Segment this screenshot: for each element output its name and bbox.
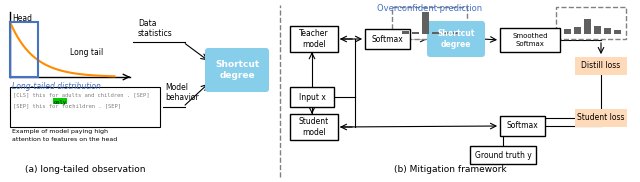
Bar — [10, 22, 38, 77]
Text: (a) long-tailed observation: (a) long-tailed observation — [25, 165, 145, 174]
Bar — [584, 19, 591, 34]
Text: (b) Mitigation framework: (b) Mitigation framework — [394, 165, 506, 174]
Text: Softmax: Softmax — [372, 35, 403, 43]
Text: Input x: Input x — [299, 92, 325, 102]
Text: [CLS] this for adults and children . [SEP]: [CLS] this for adults and children . [SE… — [13, 92, 150, 97]
FancyBboxPatch shape — [205, 48, 269, 92]
Bar — [564, 29, 571, 34]
Bar — [402, 31, 409, 34]
Text: attention to features on the head: attention to features on the head — [12, 137, 117, 142]
Bar — [442, 32, 449, 34]
Text: Long-tailed distribution: Long-tailed distribution — [12, 82, 101, 91]
Bar — [290, 87, 334, 107]
Text: Data
statistics: Data statistics — [138, 19, 173, 38]
Bar — [53, 98, 67, 104]
Text: Teacher
model: Teacher model — [299, 29, 329, 49]
Bar — [556, 7, 626, 39]
Bar — [574, 27, 581, 34]
Text: Ground truth y: Ground truth y — [475, 151, 531, 159]
Bar — [290, 114, 338, 140]
Text: children . [SEP]: children . [SEP] — [69, 103, 121, 108]
Bar — [594, 26, 601, 34]
FancyBboxPatch shape — [427, 21, 485, 57]
Bar — [452, 32, 459, 34]
Bar — [422, 12, 429, 34]
Bar — [365, 29, 410, 49]
Text: Shortcut
degree: Shortcut degree — [437, 29, 475, 49]
Text: Shortcut
degree: Shortcut degree — [215, 60, 259, 80]
Bar — [614, 30, 621, 34]
Text: [SEP] this for for: [SEP] this for for — [13, 103, 72, 108]
Bar — [412, 32, 419, 34]
Text: Student loss: Student loss — [577, 114, 625, 122]
Text: Head: Head — [12, 14, 32, 23]
Bar — [604, 28, 611, 34]
Text: Softmax: Softmax — [507, 122, 538, 130]
Text: Model
behavior: Model behavior — [165, 83, 199, 102]
Bar — [500, 116, 545, 136]
Bar — [575, 57, 627, 75]
Bar — [500, 28, 560, 52]
Text: Distill loss: Distill loss — [581, 62, 621, 70]
Bar — [290, 26, 338, 52]
Bar — [10, 87, 160, 127]
Bar — [432, 32, 439, 34]
Text: only: only — [54, 100, 67, 105]
Text: Example of model paying high: Example of model paying high — [12, 129, 108, 134]
Bar — [470, 146, 536, 164]
Bar — [208, 51, 266, 89]
Text: Long tail: Long tail — [70, 48, 103, 57]
Text: Overconfident prediction: Overconfident prediction — [378, 4, 483, 13]
Text: Smoothed
Softmax: Smoothed Softmax — [512, 33, 548, 46]
Bar — [575, 109, 627, 127]
Bar — [392, 7, 467, 39]
Text: Student
model: Student model — [299, 117, 329, 137]
